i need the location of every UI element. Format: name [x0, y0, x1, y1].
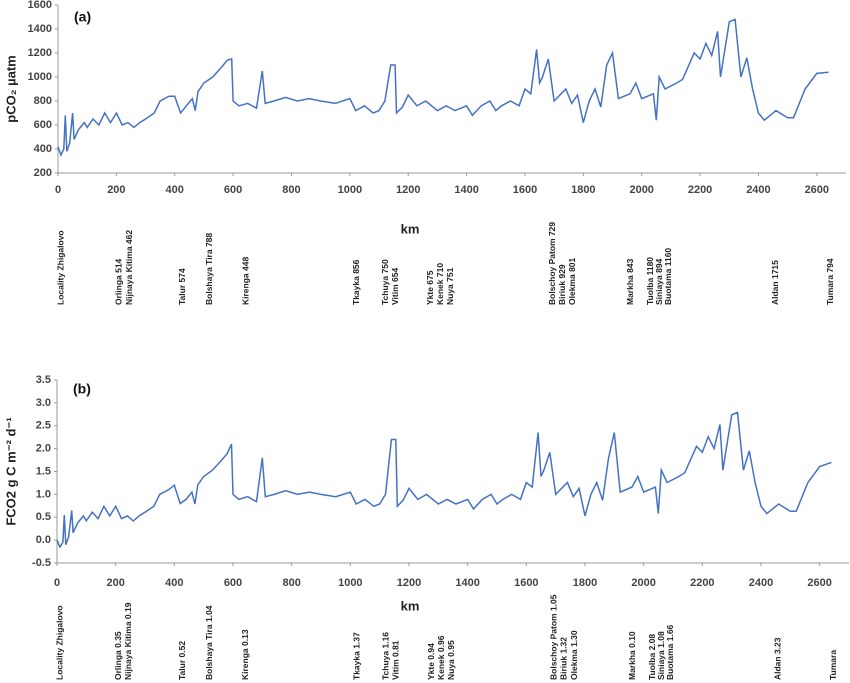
y-tick-label: 1400 [28, 23, 52, 35]
tributary-label: Kirenga 448 [240, 257, 250, 305]
tributary-label: Kenek 0.96 [436, 635, 446, 680]
x-tick-label: 1200 [396, 184, 420, 196]
tributary-label: Locality Zhigalovo [55, 230, 65, 305]
tributary-label: Olekma 1.30 [569, 630, 579, 680]
tributary-label: Tchuya 1.16 [381, 632, 391, 680]
x-tick-label: 400 [165, 577, 183, 589]
x-tick-label: 400 [166, 184, 184, 196]
y-tick-label: 2.0 [36, 443, 51, 455]
x-tick-label: 600 [224, 577, 242, 589]
tributary-label: Tkayka 1.37 [352, 632, 362, 680]
tributary-label: Nuya 751 [445, 267, 455, 305]
tributary-label: Buotama 1.66 [665, 624, 675, 680]
x-tick-label: 1000 [338, 184, 362, 196]
tributary-label: Tuolba 2.08 [647, 634, 657, 680]
tributary-label: Bolschoy Patom 729 [547, 222, 557, 305]
x-tick-label: 2400 [749, 577, 773, 589]
y-tick-label: 1600 [28, 0, 52, 11]
x-tick-label: 1200 [397, 577, 421, 589]
tributary-label: Siniaya 894 [654, 258, 664, 305]
tributary-label: Aldan 3.23 [773, 637, 783, 680]
y-tick-label: 3.0 [36, 397, 51, 409]
x-axis-label: km [401, 598, 420, 613]
x-tick-label: 0 [55, 184, 61, 196]
tributary-label: Ykte 0.94 [426, 643, 436, 680]
x-tick-label: 200 [106, 577, 124, 589]
x-axis-label: km [401, 221, 420, 236]
y-tick-label: 1000 [28, 71, 52, 83]
tributary-label: Tuolba 1180 [645, 257, 655, 305]
y-tick-label: -0.5 [32, 557, 51, 569]
y-tick-label: 1200 [28, 47, 52, 59]
data-line [56, 411, 832, 549]
panel-label: (b) [73, 381, 91, 397]
y-tick-label: 2.5 [36, 420, 51, 432]
x-tick-label: 1600 [514, 577, 538, 589]
tributary-label: Talur 0.52 [177, 641, 187, 680]
y-axis-label: pCO₂ µatm [3, 55, 18, 122]
y-axis-label: FCO2 g C m⁻² d⁻¹ [3, 417, 18, 525]
x-tick-label: 2400 [746, 184, 770, 196]
tributary-label: Tchuya 750 [380, 259, 390, 305]
x-tick-label: 600 [224, 184, 242, 196]
tributary-label: Siniaya 1.08 [656, 631, 666, 680]
x-tick-label: 800 [282, 577, 300, 589]
tributary-label: Biriuk 1.32 [558, 637, 568, 680]
y-tick-label: 3.5 [36, 374, 51, 386]
tributary-label: Orlinga 0.35 [113, 631, 123, 680]
x-tick-label: 0 [54, 577, 60, 589]
tributary-label: Vitim 0.81 [391, 640, 401, 680]
y-tick-label: 200 [34, 167, 52, 179]
x-tick-label: 1600 [513, 184, 537, 196]
tributary-label: Tumara [828, 650, 838, 680]
tributary-label: Nuya 0.95 [446, 640, 456, 680]
x-tick-label: 2200 [690, 577, 714, 589]
x-tick-label: 2600 [805, 184, 829, 196]
x-tick-label: 2200 [688, 184, 712, 196]
tributary-label: Tkayka 856 [351, 259, 361, 305]
panel-label: (a) [74, 9, 91, 25]
y-tick-label: 1.0 [36, 488, 51, 500]
tributary-label: Olekma 801 [567, 257, 577, 305]
x-tick-label: 2000 [631, 577, 655, 589]
x-tick-label: 1800 [573, 577, 597, 589]
tributary-label: Kirenga 0.13 [240, 629, 250, 680]
tributary-label: Biriuk 929 [557, 264, 567, 305]
x-tick-label: 800 [282, 184, 300, 196]
y-tick-label: 800 [34, 95, 52, 107]
tributary-label: Tumara 794 [825, 258, 835, 305]
tributary-label: Talur 574 [177, 268, 187, 305]
tributary-label: Aldan 1715 [770, 260, 780, 305]
tributary-label: Buotama 1160 [663, 248, 673, 305]
y-tick-label: 400 [34, 143, 52, 155]
tributary-label: Bolshaya Tira 788 [204, 233, 214, 305]
x-tick-label: 2600 [807, 577, 831, 589]
x-tick-label: 1400 [455, 577, 479, 589]
x-tick-label: 200 [107, 184, 125, 196]
y-tick-label: 0.5 [36, 511, 51, 523]
tributary-label: Bolschoy Patom 1.05 [549, 594, 559, 680]
tributary-label: Kenek 710 [435, 263, 445, 305]
x-tick-label: 1400 [454, 184, 478, 196]
y-tick-label: 1.5 [36, 465, 51, 477]
x-tick-label: 2000 [629, 184, 653, 196]
tributary-label: Markha 843 [625, 258, 635, 305]
tributary-label: Orlinga 514 [114, 258, 124, 305]
tributary-label: Ykte 675 [425, 270, 435, 305]
tributary-label: Locality Zhigalovo [54, 605, 64, 680]
tributary-label: Markha 0.10 [627, 631, 637, 680]
x-tick-label: 1800 [571, 184, 595, 196]
data-line [57, 18, 829, 157]
tributary-label: Nijnaya Kitima 0.19 [123, 602, 133, 680]
y-tick-label: 600 [34, 119, 52, 131]
tributary-label: Bolshaya Tira 1.04 [204, 605, 214, 680]
y-tick-label: 0.0 [36, 534, 51, 546]
tributary-label: Nijnaya Kitima 462 [124, 230, 134, 305]
x-tick-label: 1000 [338, 577, 362, 589]
tributary-label: Vitim 654 [390, 268, 400, 305]
